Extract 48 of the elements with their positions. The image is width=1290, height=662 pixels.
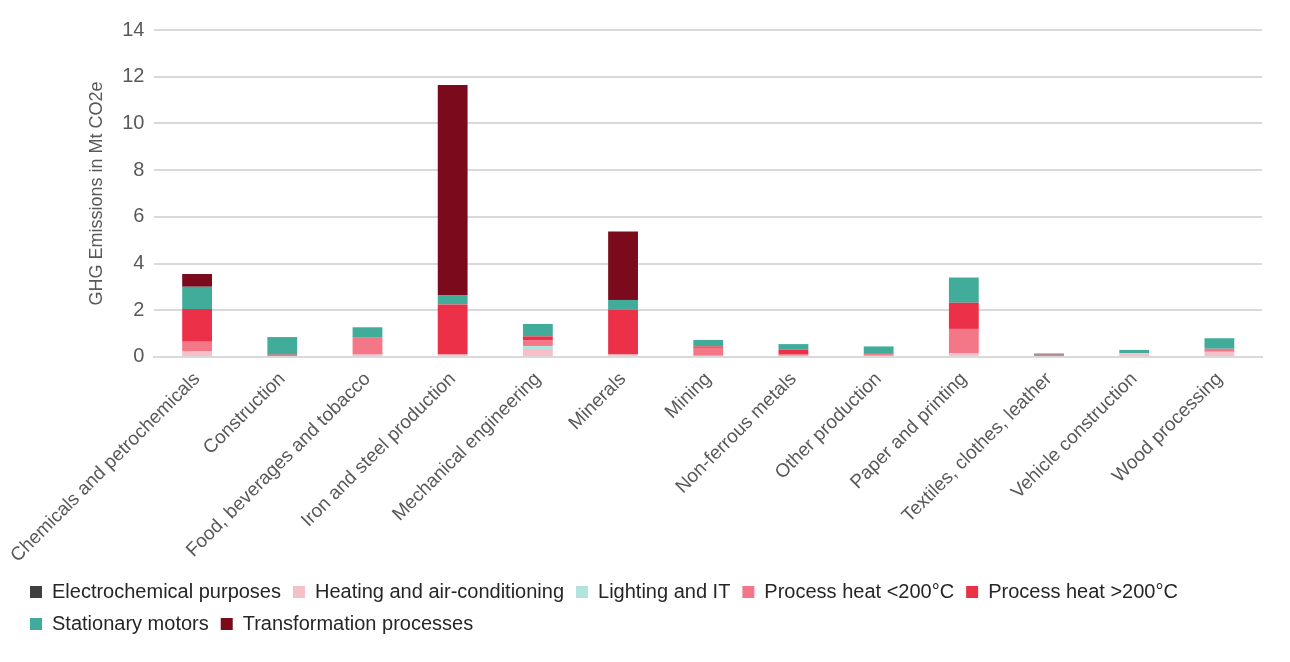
y-tick-label: 10 (122, 110, 145, 133)
bar (1119, 353, 1150, 356)
bar (522, 345, 553, 349)
bar (182, 286, 212, 310)
bar (182, 274, 212, 287)
bar (182, 341, 212, 352)
bar (608, 231, 638, 300)
bar (522, 348, 553, 356)
bar (437, 84, 468, 296)
bar (522, 340, 553, 346)
bar (267, 337, 298, 355)
bar (522, 336, 553, 341)
legend-label: Electrochemical purposes (52, 579, 281, 602)
bar (948, 328, 979, 354)
y-tick-label: 4 (133, 251, 145, 274)
y-tick-label: 2 (133, 297, 145, 320)
bar (1204, 338, 1235, 349)
bar (522, 324, 553, 337)
bar (352, 337, 383, 355)
y-tick-label: 14 (122, 17, 145, 40)
y-tick-label: 8 (133, 157, 145, 180)
bar (1204, 351, 1235, 356)
legend-label: Transformation processes (242, 611, 474, 634)
bar (182, 351, 212, 356)
bar (778, 344, 809, 350)
bar (437, 304, 468, 355)
bar (863, 346, 894, 354)
bar (1204, 348, 1235, 352)
y-tick-label: 6 (133, 204, 145, 227)
bar (948, 302, 979, 329)
bar (437, 295, 468, 305)
bar (693, 347, 724, 356)
legend-label: Process heat >200°C (988, 579, 1178, 602)
legend-label: Heating and air-conditioning (314, 579, 565, 602)
legend-label: Process heat <200°C (764, 579, 955, 602)
legend-label: Stationary motors (52, 611, 209, 634)
legend-label: Lighting and IT (598, 579, 731, 602)
bar (352, 327, 383, 338)
bar (948, 353, 979, 356)
y-axis-title: GHG Emissions in Mt CO2e (86, 81, 107, 306)
y-tick-label: 12 (122, 64, 145, 87)
bar (693, 339, 724, 347)
bar (182, 309, 212, 342)
bar (608, 309, 638, 355)
bar (948, 277, 979, 303)
bar (608, 299, 638, 310)
bar (1119, 349, 1150, 354)
y-tick-label: 0 (133, 344, 145, 367)
